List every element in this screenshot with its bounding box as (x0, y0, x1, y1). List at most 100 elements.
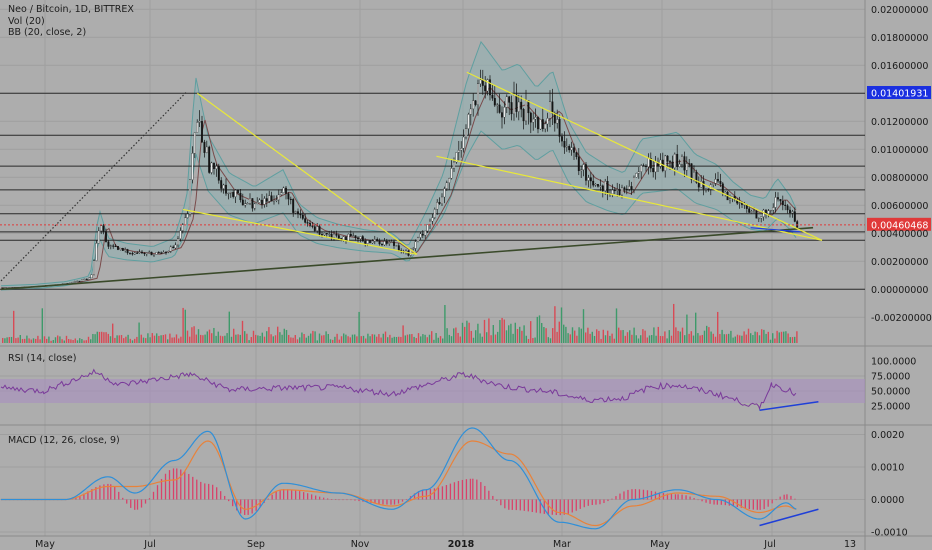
volume-bar (697, 333, 699, 343)
candle-body (613, 189, 616, 192)
candle-body (409, 248, 412, 256)
volume-bar (448, 334, 450, 343)
volume-bar (613, 338, 615, 343)
volume-bar (6, 337, 8, 343)
macd-histogram-bar (658, 492, 661, 500)
volume-bar (521, 330, 523, 343)
volume-bar (272, 336, 274, 343)
volume-bar (620, 330, 622, 343)
volume-bar (307, 335, 310, 343)
candle-body (191, 153, 194, 180)
candle-body (232, 191, 235, 197)
macd-histogram-bar (103, 484, 105, 500)
candle-body (105, 231, 107, 242)
candle-body (71, 281, 74, 284)
macd-histogram-bar (531, 499, 533, 513)
candle-body (551, 101, 554, 114)
candle-body (577, 156, 580, 172)
candle-body (469, 108, 472, 115)
candle-body (707, 188, 710, 190)
volume-bar (789, 337, 791, 343)
macd-histogram-bar (172, 468, 175, 500)
macd-histogram-bar (224, 495, 226, 500)
candle-body (330, 233, 333, 238)
macd-histogram-bar (168, 470, 171, 500)
macd-histogram-bar (453, 482, 456, 500)
candle-body (767, 210, 770, 215)
volume-bar (413, 336, 415, 343)
time-tick-label: Jul (763, 539, 775, 550)
macd-histogram-bar (646, 490, 649, 500)
volume-bar (347, 336, 349, 343)
volume-bar (226, 333, 228, 343)
volume-bar (334, 336, 336, 343)
macd-histogram-bar (603, 499, 605, 504)
macd-histogram-bar (236, 499, 238, 511)
macd-histogram-bar (366, 499, 368, 503)
candle-body (225, 184, 227, 194)
candle-body (640, 165, 643, 172)
volume-bar (714, 336, 717, 343)
last-price-marker (867, 217, 931, 231)
macd-histogram-bar (118, 491, 120, 500)
candle-body (541, 119, 544, 130)
volume-bar (147, 333, 149, 343)
volume-bar (710, 331, 712, 343)
volume-bar (457, 332, 459, 343)
time-tick-label: Nov (351, 539, 370, 550)
macd-histogram-bar (535, 499, 537, 513)
volume-bar (325, 331, 327, 343)
macd-histogram-bar (433, 488, 436, 500)
volume-bar (503, 319, 505, 343)
volume-bar (745, 334, 747, 343)
volume-bar (703, 330, 706, 343)
macd-histogram-bar (79, 495, 81, 500)
volume-bar (101, 331, 103, 343)
macd-histogram-bar (631, 489, 633, 500)
volume-bar (437, 337, 439, 343)
macd-tick-label: 0.0020 (871, 430, 904, 441)
candle-body (546, 118, 549, 125)
volume-bar (237, 334, 239, 343)
volume-bar (233, 328, 235, 343)
candle-body (690, 163, 693, 180)
candle-body (649, 158, 652, 169)
volume-bar (664, 331, 666, 343)
volume-bar (758, 335, 761, 343)
rsi-tick-label: 100.0000 (871, 357, 916, 368)
volume-bar (63, 340, 65, 343)
macd-histogram-bar (740, 499, 742, 508)
candle-body (618, 189, 621, 196)
candle-body (318, 226, 321, 235)
candle-body (138, 251, 141, 254)
macd-histogram-bar (611, 498, 613, 500)
candle-body (129, 252, 131, 254)
macd-histogram-bar (650, 490, 653, 500)
macd-histogram-bar (393, 499, 396, 505)
candle-body (652, 168, 655, 173)
candle-body (179, 230, 182, 239)
macd-histogram-bar (595, 499, 597, 505)
macd-histogram-bar (279, 489, 281, 500)
candle-body (705, 188, 707, 190)
candle-body (333, 233, 335, 238)
macd-histogram-bar (144, 499, 147, 504)
price-tick-label: 0.01000000 (871, 145, 928, 156)
candle-body (376, 239, 379, 242)
volume-bar (510, 323, 512, 343)
macd-histogram-bar (619, 493, 621, 500)
macd-histogram-bar (350, 499, 352, 501)
candle-body (390, 241, 393, 243)
candle-body (786, 205, 789, 211)
candle-body (277, 194, 280, 201)
candle-body (107, 241, 110, 247)
candle-body (297, 211, 299, 215)
volume-bar (149, 337, 151, 343)
volume-bar (193, 326, 195, 343)
candle-body (316, 226, 319, 231)
candle-body (479, 79, 482, 84)
volume-bar (402, 325, 404, 343)
candle-body (717, 179, 719, 182)
last-price-label: 0.00460468 (871, 220, 928, 231)
